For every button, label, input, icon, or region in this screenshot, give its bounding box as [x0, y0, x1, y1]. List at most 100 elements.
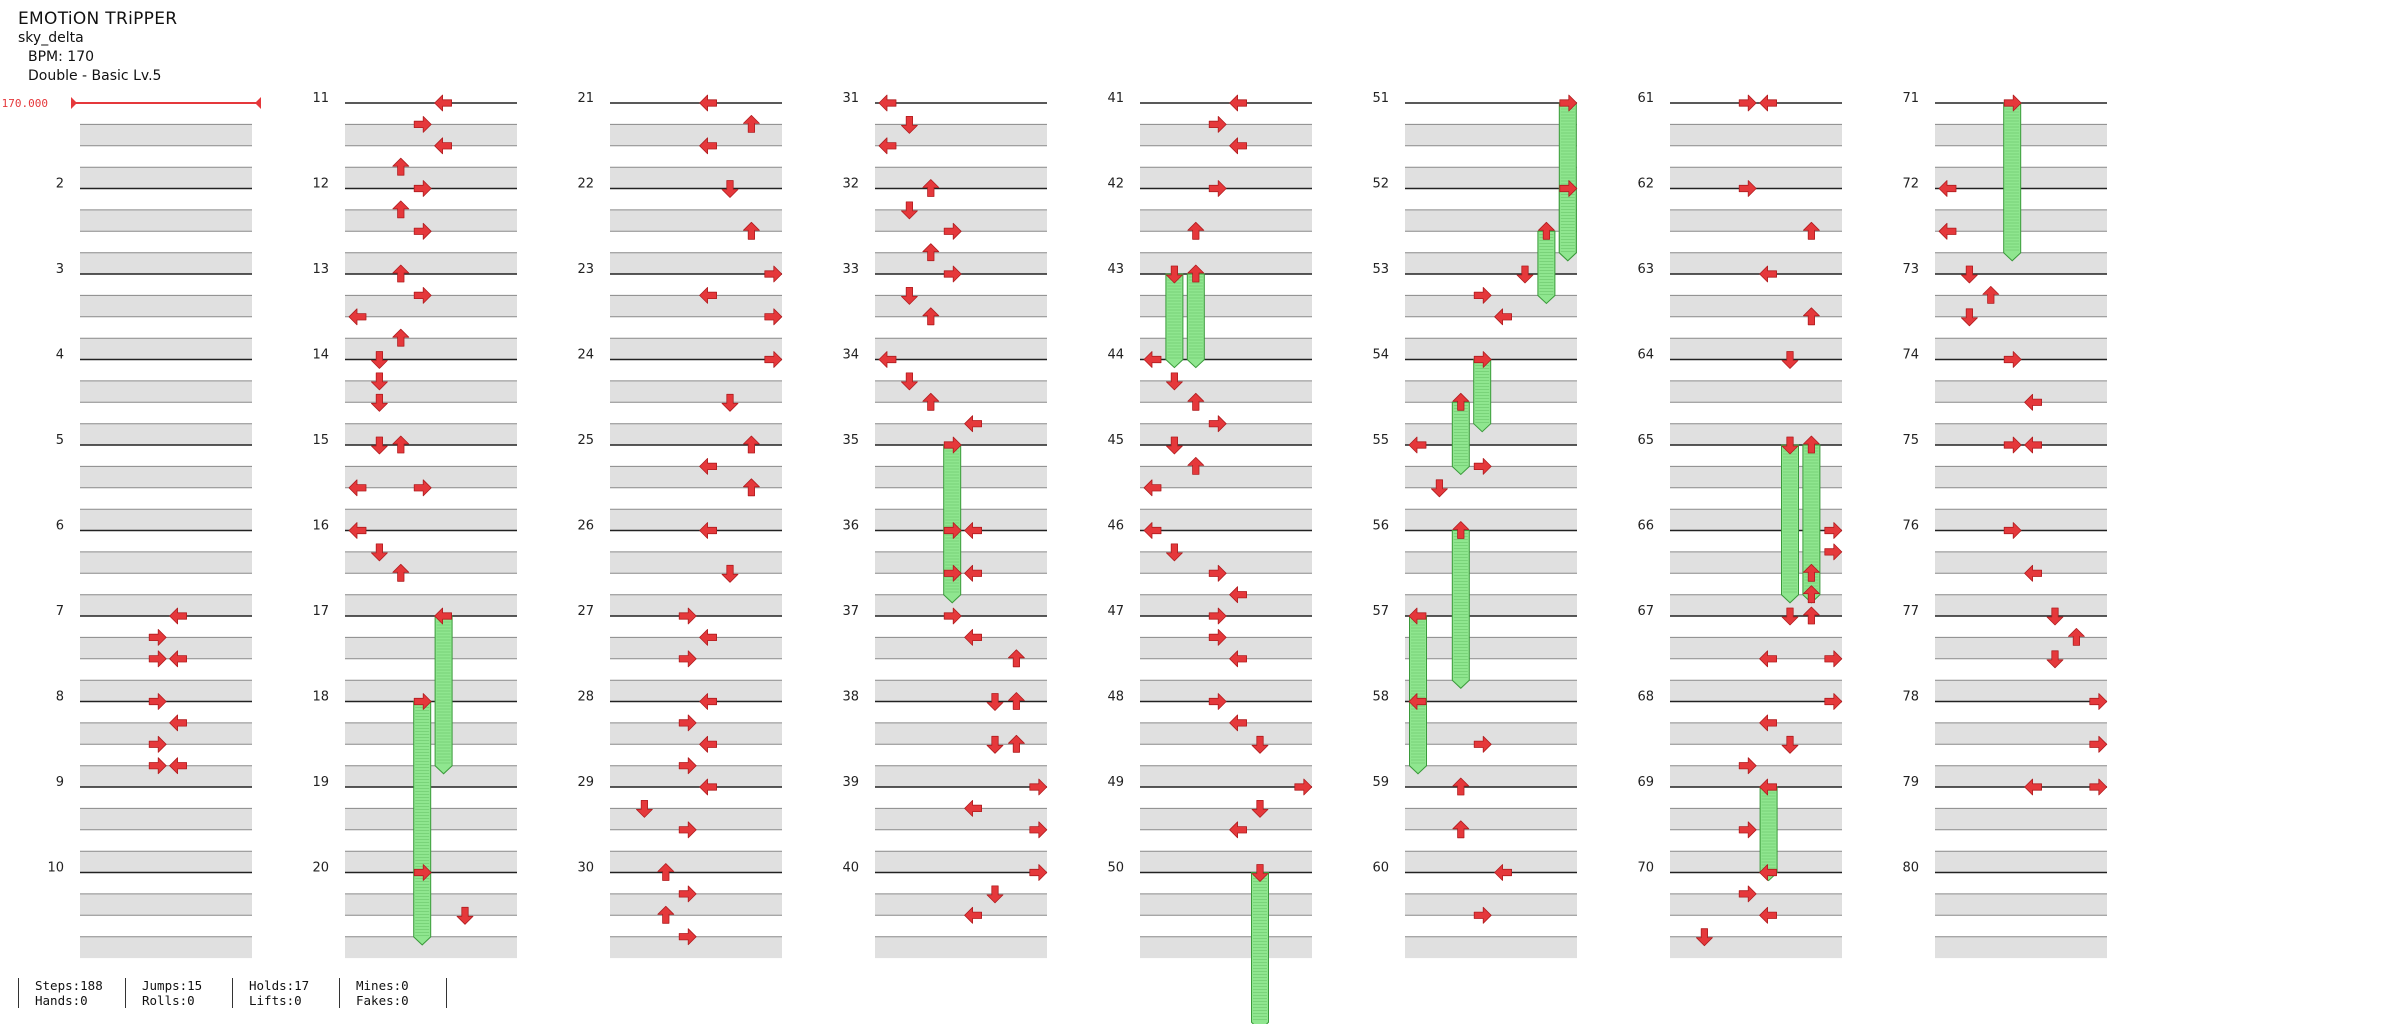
measure-block: 67 [1637, 604, 1842, 702]
arrow-right [1208, 607, 1227, 625]
beat-stripe [610, 551, 782, 574]
beat-stripe [80, 765, 252, 788]
arrow-left [348, 522, 367, 539]
arrow-right [2003, 522, 2022, 539]
measure-number: 12 [312, 177, 329, 192]
arrow-right [1029, 821, 1048, 839]
measure-number: 7 [56, 604, 64, 619]
arrow-left [964, 629, 982, 646]
hold-note-body [2003, 102, 2022, 262]
arrow-up [1452, 820, 1470, 839]
measure-block: 57 [1372, 604, 1577, 702]
arrow-up [1187, 392, 1205, 411]
arrow-down [1961, 308, 1978, 327]
arrow-down [1166, 372, 1183, 391]
measure-block: 28 [577, 690, 782, 788]
measure-block: 55 [1372, 433, 1577, 531]
note-layer [148, 94, 2108, 947]
arrow-left [699, 735, 717, 753]
beat-stripe [875, 338, 1047, 360]
beat-stripe [1670, 423, 1842, 446]
arrow-up [1008, 734, 1025, 753]
bpm-marker-label: 170.000 [2, 97, 48, 110]
arrow-up [1803, 307, 1820, 326]
arrow-right [2003, 436, 2022, 454]
beat-stripe [345, 338, 517, 360]
arrow-right [148, 693, 167, 710]
arrow-right [678, 714, 697, 732]
arrow-down [1781, 735, 1799, 754]
beat-stripe [1670, 680, 1842, 702]
arrow-left [1229, 650, 1247, 668]
arrow-left [699, 693, 717, 710]
beat-stripe [80, 509, 252, 531]
beat-stripe [610, 893, 782, 916]
measure-block: 80 [1902, 861, 2107, 959]
arrow-left [1759, 778, 1777, 796]
hold-note-body [943, 444, 962, 604]
stat-group: Steps:188 Hands:0 [18, 978, 125, 1008]
beat-stripe [610, 423, 782, 446]
arrow-left [1759, 906, 1777, 924]
arrow-up [1187, 264, 1205, 283]
beat-stripe [80, 338, 252, 360]
arrow-up [392, 200, 410, 219]
measure-block: 47 [1107, 604, 1312, 702]
beat-stripe [1935, 252, 2107, 275]
measure-number: 59 [1372, 775, 1389, 790]
beat-stripe [875, 808, 1047, 830]
beat-stripe [1140, 252, 1312, 275]
beat-stripe [1405, 551, 1577, 574]
measure-number: 69 [1637, 775, 1654, 790]
measure-number: 67 [1637, 604, 1654, 619]
beat-stripe [1935, 338, 2107, 360]
beat-stripe [1405, 338, 1577, 360]
measure-number: 19 [312, 775, 329, 790]
arrow-right [1738, 885, 1757, 903]
hold-note-body [1451, 401, 1470, 476]
beat-stripe [875, 637, 1047, 659]
measure-number: 6 [56, 519, 64, 534]
measure-block: 79 [1902, 775, 2107, 873]
arrow-right [2089, 778, 2108, 796]
measure-number: 32 [842, 177, 859, 192]
beat-stripe [80, 209, 252, 232]
arrow-left [699, 522, 717, 539]
measure-number: 30 [577, 861, 594, 876]
arrow-down [986, 735, 1004, 754]
arrow-up [922, 307, 940, 326]
beat-stripe [1140, 380, 1312, 403]
measure-block: 63 [1637, 262, 1842, 360]
measure-block: 38 [842, 690, 1047, 788]
arrow-up [657, 905, 675, 924]
hold-note-body [1558, 188, 1577, 262]
beat-stripe [875, 423, 1047, 446]
measure-number: 77 [1902, 604, 1919, 619]
measure-number: 2 [56, 177, 64, 192]
measure-block: 6 [56, 519, 252, 617]
mines-count: Mines:0 [356, 978, 409, 993]
measure-block [80, 102, 252, 189]
measure-block: 27 [577, 604, 782, 702]
arrow-up [2067, 628, 2085, 646]
jumps-count: Jumps:15 [142, 978, 203, 993]
beat-stripe [1405, 209, 1577, 232]
arrow-left [348, 308, 367, 326]
arrow-right [678, 757, 697, 775]
beat-stripe [1140, 423, 1312, 446]
arrow-down [636, 800, 653, 818]
beat-stripe [80, 124, 252, 146]
measure-number: 55 [1372, 433, 1389, 448]
arrow-right [1738, 821, 1757, 839]
measure-number: 45 [1107, 433, 1124, 448]
measure-number: 68 [1637, 690, 1654, 705]
measure-number: 71 [1902, 91, 1919, 106]
measure-block: 13 [312, 262, 517, 360]
beat-stripe [345, 509, 517, 531]
beat-stripe [1405, 252, 1577, 275]
measure-number: 49 [1107, 775, 1124, 790]
beat-stripe [80, 808, 252, 830]
beat-stripe [80, 936, 252, 959]
arrow-left [1759, 714, 1777, 732]
arrow-down [1781, 436, 1799, 455]
